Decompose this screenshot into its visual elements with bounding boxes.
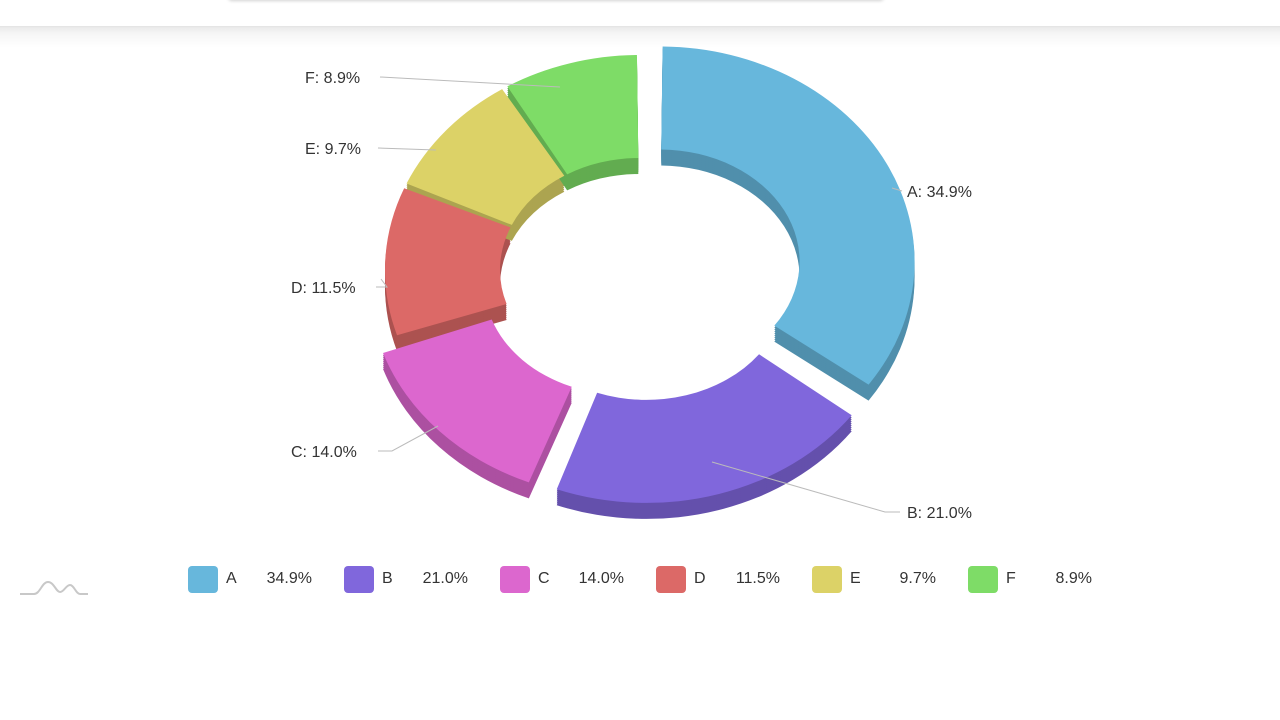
slice-label-d: D: 11.5% — [291, 280, 356, 297]
donut-chart: A: 34.9% B: 21.0% C: 14.0% D: 11.5% E: 9… — [291, 46, 972, 522]
legend-item-d[interactable]: D 11.5% — [656, 565, 780, 593]
chart-legend: A 34.9% B 21.0% C 14.0% D 11.5% E 9.7% F… — [188, 565, 1124, 593]
legend-swatch-e — [812, 565, 842, 593]
legend-swatch-b — [344, 565, 374, 593]
chart-library-logo-icon[interactable] — [18, 578, 90, 598]
legend-item-c[interactable]: C 14.0% — [500, 565, 624, 593]
legend-swatch-d — [656, 565, 686, 593]
slice-e[interactable] — [406, 89, 565, 225]
connector-f — [379, 76, 561, 88]
legend-name: A — [226, 570, 237, 587]
connector-a — [891, 187, 903, 192]
legend-name: D — [694, 570, 706, 587]
legend-item-f[interactable]: F 8.9% — [968, 565, 1092, 593]
legend-value: 8.9% — [1055, 570, 1092, 587]
slice-b[interactable] — [556, 354, 852, 503]
legend-swatch-c — [500, 565, 530, 593]
legend-value: 9.7% — [899, 570, 936, 587]
slice-f[interactable] — [507, 55, 639, 175]
legend-name: C — [538, 570, 550, 587]
slice-label-e: E: 9.7% — [305, 141, 361, 158]
legend-item-e[interactable]: E 9.7% — [812, 565, 936, 593]
legend-item-a[interactable]: A 34.9% — [188, 565, 312, 593]
slice-a[interactable] — [661, 46, 915, 385]
slice-label-a: A: 34.9% — [907, 184, 972, 201]
donut-slices — [383, 46, 915, 519]
legend-value: 34.9% — [266, 570, 312, 587]
legend-swatch-f — [968, 565, 998, 593]
legend-value: 14.0% — [578, 570, 624, 587]
legend-name: E — [850, 570, 861, 587]
connector-e — [377, 147, 437, 151]
slice-label-b: B: 21.0% — [907, 505, 972, 522]
legend-value: 11.5% — [735, 570, 780, 587]
slice-label-c: C: 14.0% — [291, 444, 357, 461]
legend-swatch-a — [188, 565, 218, 593]
top-bar-shadow — [0, 26, 1280, 48]
slice-label-f: F: 8.9% — [305, 70, 360, 87]
slice-d[interactable] — [384, 188, 511, 336]
legend-value: 21.0% — [422, 570, 468, 587]
connector-b — [711, 461, 900, 513]
legend-item-b[interactable]: B 21.0% — [344, 565, 468, 593]
legend-name: B — [382, 570, 393, 587]
slice-c[interactable] — [383, 319, 572, 483]
top-bar — [0, 0, 1280, 26]
legend-name: F — [1006, 570, 1016, 587]
connector-c — [378, 425, 439, 452]
label-connectors — [376, 76, 903, 513]
connector-d — [376, 278, 388, 288]
